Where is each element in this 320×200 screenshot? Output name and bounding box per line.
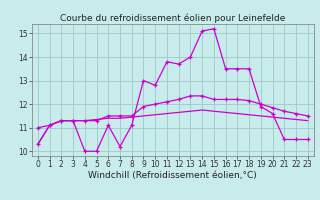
Title: Courbe du refroidissement éolien pour Leinefelde: Courbe du refroidissement éolien pour Le… — [60, 14, 285, 23]
X-axis label: Windchill (Refroidissement éolien,°C): Windchill (Refroidissement éolien,°C) — [88, 171, 257, 180]
